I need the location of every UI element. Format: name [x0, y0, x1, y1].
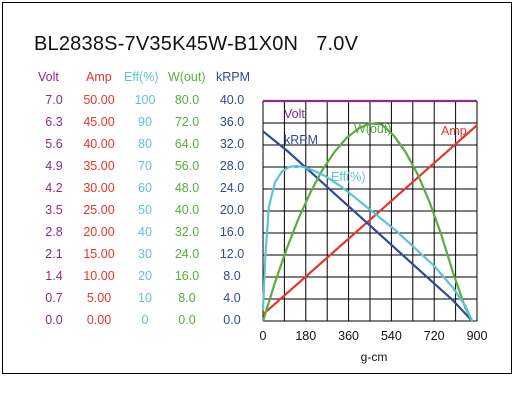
volt-tick-label: 2.8 — [45, 225, 63, 239]
wout-tick-label: 64.0 — [174, 137, 200, 151]
amp-tick-label: 10.00 — [83, 269, 115, 283]
amp-tick-label: 45.00 — [83, 115, 115, 129]
volt-tick-label: 6.3 — [45, 115, 63, 129]
eff-tick-label: 90 — [138, 115, 152, 129]
volt-tick-label: 3.5 — [45, 203, 63, 217]
volt-tick-label: 2.1 — [45, 247, 63, 261]
x-tick-label: 540 — [381, 329, 402, 343]
wout-tick-label: 72.0 — [174, 115, 200, 129]
amp-tick-label: 40.00 — [83, 137, 115, 151]
amp-tick-label: 35.00 — [83, 159, 115, 173]
amp-tick-label: 25.00 — [83, 203, 115, 217]
eff-series-line — [261, 164, 474, 322]
krpm-tick-label: 20.0 — [219, 203, 245, 217]
krpm-tick-label: 40.0 — [219, 93, 245, 107]
amp-tick-label: 15.00 — [83, 247, 115, 261]
eff-tick-label: 80 — [138, 137, 152, 151]
krpm-tick-label: 32.0 — [219, 137, 245, 151]
eff-tick-label: 60 — [138, 181, 152, 195]
chart-frame — [2, 2, 512, 374]
wout-tick-label: 56.0 — [174, 159, 200, 173]
wout-tick-label: 0.0 — [178, 313, 196, 327]
amp-tick-label: 50.00 — [83, 93, 115, 107]
krpm-tick-label: 28.0 — [219, 159, 245, 173]
volt-tick-label: 7.0 — [45, 93, 63, 107]
krpm-tick-label: 36.0 — [219, 115, 245, 129]
amp-tick-label: 20.00 — [83, 225, 115, 239]
amp-tick-label: 5.00 — [86, 291, 112, 305]
wout-tick-label: 8.0 — [178, 291, 196, 305]
x-tick-label: 900 — [467, 329, 488, 343]
x-tick-label: 360 — [338, 329, 359, 343]
wout-tick-label: 16.0 — [174, 269, 200, 283]
wout-curve-label: W(out) — [354, 122, 392, 136]
volt-tick-label: 5.6 — [45, 137, 63, 151]
amp-tick-label: 0.00 — [86, 313, 112, 327]
amp-series-line — [262, 124, 478, 316]
wout-tick-label: 40.0 — [174, 203, 200, 217]
x-tick-label: 720 — [424, 329, 445, 343]
x-axis-label: g-cm — [361, 350, 388, 364]
amp-tick-label: 30.00 — [83, 181, 115, 195]
eff-tick-label: 70 — [138, 159, 152, 173]
x-tick-label: 0 — [260, 329, 267, 343]
amp-curve-label: Amp — [441, 124, 467, 138]
krpm-tick-label: 8.0 — [223, 269, 241, 283]
wout-tick-label: 32.0 — [174, 225, 200, 239]
eff-tick-label: 10 — [138, 291, 152, 305]
volt-tick-label: 4.2 — [45, 181, 63, 195]
volt-header: Volt — [38, 70, 59, 84]
krpm-tick-label: 0.0 — [223, 313, 241, 327]
x-tick-label: 180 — [295, 329, 316, 343]
volt-tick-label: 1.4 — [45, 269, 63, 283]
eff-curve-label: Eff(%) — [331, 170, 366, 184]
volt-tick-label: 0.7 — [45, 291, 63, 305]
eff-tick-label: 40 — [138, 225, 152, 239]
volt-tick-label: 0.0 — [45, 313, 63, 327]
amp-header: Amp — [86, 70, 112, 84]
voltage-label: 7.0V — [316, 33, 359, 55]
krpm-tick-label: 12.0 — [219, 247, 245, 261]
model-name: BL2838S-7V35K45W-B1X0N — [34, 33, 299, 55]
chart-title: BL2838S-7V35K45W-B1X0N 7.0V — [34, 33, 358, 56]
wout-tick-label: 48.0 — [174, 181, 200, 195]
eff-header: Eff(%) — [124, 70, 159, 84]
volt-tick-label: 4.9 — [45, 159, 63, 173]
wout-header: W(out) — [168, 70, 206, 84]
wout-tick-label: 80.0 — [174, 93, 200, 107]
krpm-curve-label: kRPM — [284, 133, 318, 147]
eff-tick-label: 100 — [134, 93, 156, 107]
eff-tick-label: 30 — [138, 247, 152, 261]
krpm-tick-label: 4.0 — [223, 291, 241, 305]
wout-series-line — [261, 122, 474, 322]
volt-curve-label: Volt — [284, 107, 305, 121]
krpm-series-line — [262, 130, 474, 322]
krpm-tick-label: 16.0 — [219, 225, 245, 239]
krpm-header: kRPM — [216, 70, 251, 84]
eff-tick-label: 0 — [141, 313, 149, 327]
wout-tick-label: 24.0 — [174, 247, 200, 261]
krpm-tick-label: 24.0 — [219, 181, 245, 195]
eff-tick-label: 20 — [138, 269, 152, 283]
eff-tick-label: 50 — [138, 203, 152, 217]
